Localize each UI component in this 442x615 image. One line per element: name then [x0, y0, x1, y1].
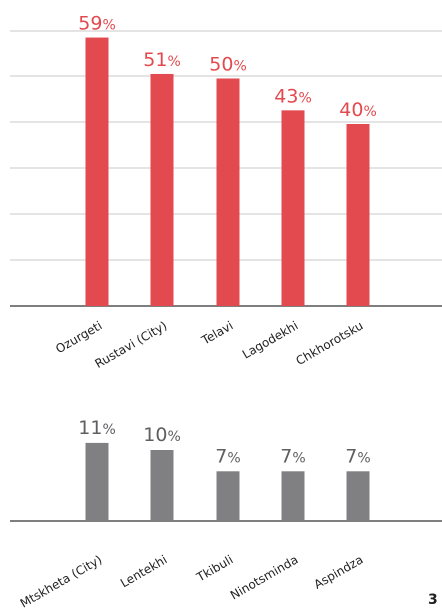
data-label: 10%: [143, 424, 181, 446]
data-label: 43%: [274, 85, 312, 107]
top-bar-chart: 59% Ozurgeti 51% Rustavi (City) 50% Telavi 43%…: [10, 13, 442, 371]
corner-page-number: 3: [428, 592, 438, 608]
bar: [85, 37, 109, 307]
data-label: 7%: [280, 445, 305, 467]
bar: [281, 471, 305, 521]
bar: [85, 442, 109, 521]
bar: [150, 450, 174, 521]
data-label: 59%: [78, 13, 116, 35]
x-tick-label: Ninotsminda: [228, 552, 301, 602]
bar: [346, 124, 370, 306]
bottom-bar-chart: 11% Mtskheta (City) 10% Lentekhi 7% Tkibuli 7%…: [10, 417, 442, 611]
x-tick-label: Lentekhi: [118, 552, 170, 590]
data-label: 40%: [339, 99, 377, 121]
data-label: 7%: [345, 445, 370, 467]
data-label: 11%: [78, 417, 116, 439]
x-tick-label: Ozurgeti: [53, 318, 104, 356]
bar: [346, 471, 370, 521]
data-label: 50%: [209, 54, 247, 76]
x-tick-label: Tkibuli: [193, 552, 235, 584]
x-tick-label: Lagodekhi: [240, 318, 301, 361]
x-tick-label: Aspindza: [311, 552, 365, 591]
bar: [150, 73, 174, 306]
x-tick-label: Telavi: [198, 318, 235, 348]
data-label: 7%: [215, 445, 240, 467]
x-tick-label: Mtskheta (City): [18, 552, 105, 610]
data-label: 51%: [143, 49, 181, 71]
bar: [281, 110, 305, 306]
bar: [216, 78, 240, 306]
x-tick-label: Rustavi (City): [92, 318, 169, 371]
bar: [216, 471, 240, 521]
x-tick-label: Chkhorotsku: [294, 318, 366, 368]
